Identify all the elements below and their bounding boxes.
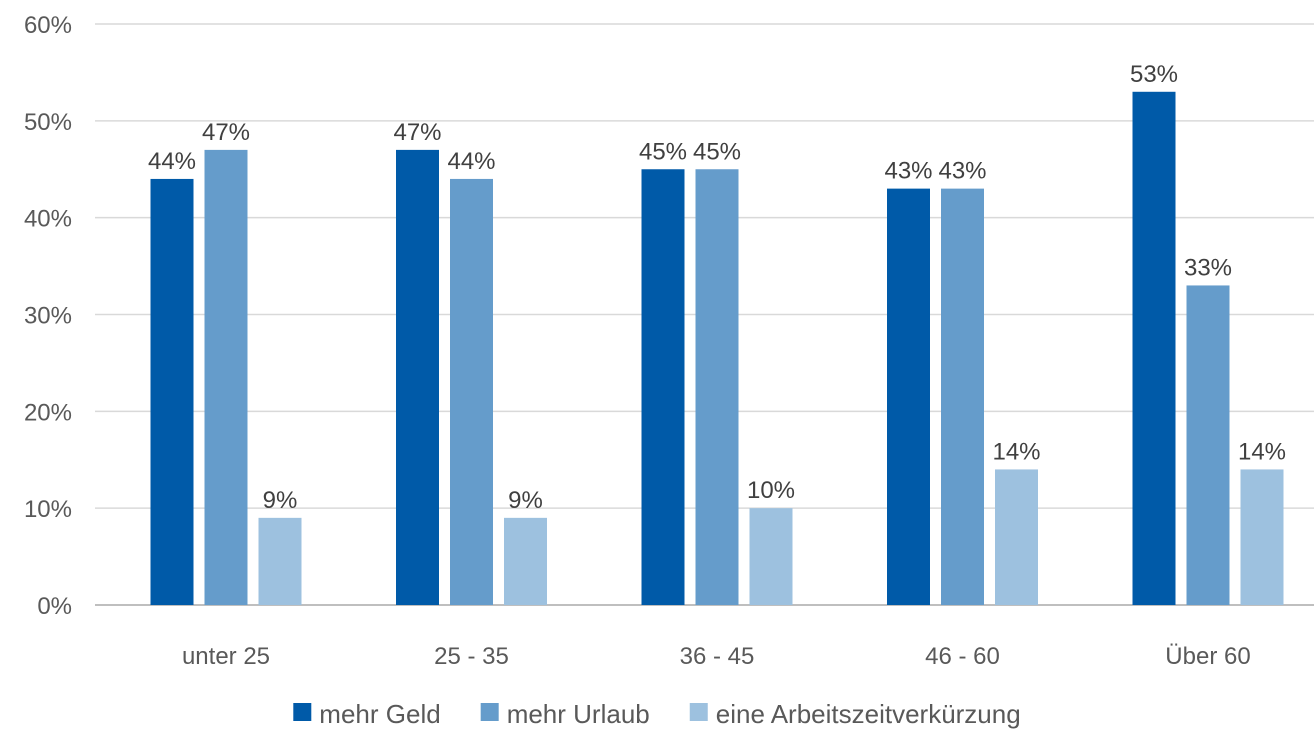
legend-label: mehr Urlaub (507, 699, 650, 729)
y-tick-label: 20% (24, 399, 72, 426)
bar (450, 178, 493, 605)
x-category-label: Über 60 (1165, 643, 1250, 670)
data-label: 33% (1184, 254, 1232, 281)
data-label: 47% (393, 119, 441, 146)
bar (396, 149, 439, 605)
legend-swatch (480, 703, 499, 721)
data-label: 45% (639, 138, 687, 165)
y-tick-label: 30% (24, 303, 72, 330)
x-category-label: 36 - 45 (680, 643, 755, 670)
bar (695, 169, 739, 605)
data-label: 45% (693, 138, 741, 165)
bar (504, 517, 547, 605)
legend-label: mehr Geld (319, 699, 440, 729)
y-axis-ticks: 0% 10% 20% 30% 40% 50% 60% (24, 12, 72, 620)
legend-swatch (293, 703, 312, 721)
bar (150, 178, 194, 605)
x-category-label: unter 25 (182, 643, 270, 670)
data-label: 43% (884, 158, 932, 185)
y-tick-label: 50% (24, 109, 72, 136)
y-tick-label: 60% (24, 12, 72, 39)
data-label: 14% (992, 438, 1040, 465)
bar (887, 188, 930, 605)
bar (204, 149, 248, 605)
bar (995, 469, 1038, 605)
legend: mehr Geld mehr Urlaub eine Arbeitszeitverk… (293, 699, 1021, 729)
data-label: 9% (263, 487, 298, 514)
data-label: 10% (747, 477, 795, 504)
x-category-label: 46 - 60 (925, 643, 1000, 670)
y-tick-label: 40% (24, 206, 72, 233)
bars (150, 91, 1284, 606)
data-label: 47% (202, 119, 250, 146)
bar (749, 508, 793, 605)
y-tick-label: 10% (24, 496, 72, 523)
x-category-label: 25 - 35 (434, 643, 509, 670)
data-labels: 44%47%9%47%44%9%45% 45%10%43% 43%14%53%33%… (148, 61, 1286, 514)
legend-swatch (689, 703, 708, 721)
bar (941, 188, 984, 605)
data-label: 53% (1130, 61, 1178, 88)
data-label: 9% (508, 487, 543, 514)
bar (1132, 91, 1176, 606)
data-label: 43% (938, 158, 986, 185)
bar (1240, 469, 1284, 605)
bar (1186, 285, 1230, 605)
bar (641, 169, 685, 605)
bar (258, 517, 302, 605)
data-label: 14% (1238, 438, 1286, 465)
x-axis-categories: unter 25 25 - 35 36 - 45 46 - 60 Über 60 (182, 643, 1251, 670)
data-label: 44% (148, 148, 196, 175)
data-label: 44% (447, 148, 495, 175)
legend-label: eine Arbeitszeitverkürzung (716, 699, 1021, 729)
y-tick-label: 0% (37, 593, 72, 620)
